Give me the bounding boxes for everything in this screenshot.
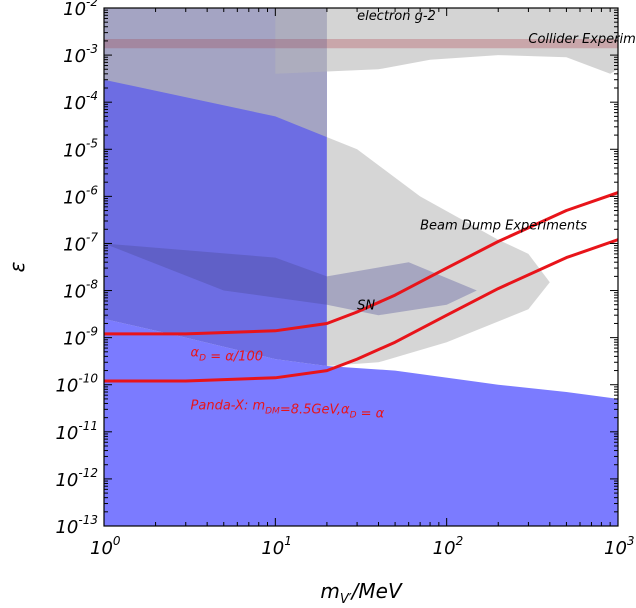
annotation-4: SN [357, 298, 375, 313]
y-axis-title: ε [5, 261, 29, 272]
y-tick-label: 10-6 [63, 183, 98, 208]
y-tick-label: 10-8 [63, 278, 98, 303]
y-tick-label: 10-11 [55, 419, 98, 444]
annotation-1: electron g-2 [357, 9, 436, 24]
series-line-2 [104, 238, 618, 383]
y-tick-label: 10-9 [63, 325, 98, 350]
annotation-5: αD = α/100 [191, 345, 263, 364]
region-beam-dump-experiments [104, 8, 550, 366]
series-line-1 [104, 191, 618, 336]
x-tick-label: 103 [604, 534, 635, 559]
y-tick-label: 10-10 [55, 372, 98, 397]
annotation-3: Beam Dump Experiments [420, 218, 587, 233]
annotations: electron g-2 Collider Experiments Beam Dum… [191, 9, 636, 421]
region-blue-excluded-lower- [104, 318, 618, 526]
y-tick-label: 10-2 [63, 0, 98, 20]
annotation-6: Panda-X: mDM=8.5GeV,αD = α [191, 398, 385, 421]
y-tick-label: 10-4 [63, 89, 98, 114]
region-electron-g-2 [104, 39, 618, 49]
y-tick-label: 10-5 [63, 136, 98, 161]
plot-frame [103, 7, 619, 527]
axes: 100 101 102 103 10-2 10-3 10-4 10-5 10-6 10-7 10-8… [5, 0, 635, 607]
y-tick-label: 10-13 [55, 513, 98, 538]
annotation-2: Collider Experiments [528, 32, 636, 47]
x-tick-label: 100 [90, 534, 121, 559]
x-tick-label: 101 [261, 534, 292, 559]
y-tick-label: 10-3 [63, 42, 98, 67]
x-tick-label: 102 [433, 534, 464, 559]
y-tick-label: 10-7 [63, 230, 98, 255]
x-axis-title: mV′/MeV [320, 579, 403, 607]
plot-area [104, 8, 618, 526]
region-sn [104, 243, 477, 316]
overlap-shading [104, 8, 327, 366]
y-tick-label: 10-12 [55, 466, 98, 491]
